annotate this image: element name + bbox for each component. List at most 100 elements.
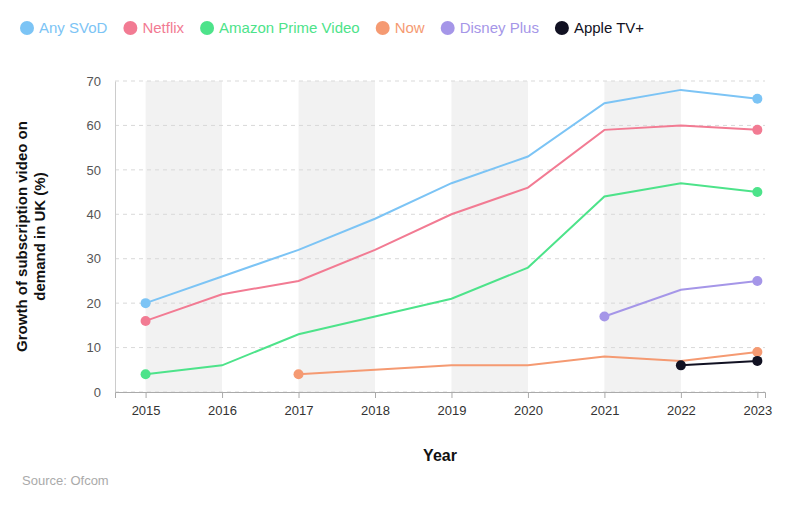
y-axis-title: Growth of subscription video ondemand in… [13, 121, 48, 352]
grid-line [115, 347, 765, 348]
endpoint-marker [752, 94, 762, 104]
endpoint-marker [141, 369, 151, 379]
x-tick-mark [451, 392, 452, 398]
series-line [604, 281, 757, 317]
x-axis-line [116, 393, 766, 399]
x-tick: 2017 [285, 392, 314, 418]
legend-swatch [123, 21, 137, 35]
legend-item: Disney Plus [441, 19, 539, 36]
x-tick-label: 2022 [667, 403, 696, 418]
legend-item: Any SVoD [20, 19, 108, 36]
y-tick: 50 [87, 163, 115, 178]
y-tick-label: 20 [87, 296, 101, 311]
grid-line [115, 214, 765, 215]
legend-swatch [376, 21, 390, 35]
grid-line [115, 81, 765, 82]
band [451, 81, 527, 392]
x-tick-label: 2020 [514, 403, 543, 418]
legend-label: Any SVoD [39, 19, 108, 36]
x-tick-label: 2016 [208, 403, 237, 418]
x-tick: 2018 [361, 392, 390, 418]
grid-line [115, 303, 765, 304]
x-tick-label: 2021 [590, 403, 619, 418]
grid [115, 81, 765, 392]
endpoint-marker [294, 369, 304, 379]
legend-swatch [555, 21, 569, 35]
y-axis: 0 10 20 30 40 50 60 70 [87, 74, 116, 400]
y-tick-label: 40 [87, 207, 101, 222]
legend-label: Disney Plus [460, 19, 539, 36]
series-line [146, 90, 758, 303]
legend: Any SVoD Netflix Amazon Prime Video Now Disn… [20, 19, 644, 36]
grid-line [115, 169, 765, 170]
bands [146, 81, 681, 392]
y-tick: 30 [87, 251, 115, 266]
legend-swatch [20, 21, 34, 35]
x-axis-title: Year [423, 447, 457, 464]
y-tick-label: 70 [87, 74, 101, 89]
x-tick: 2022 [667, 392, 696, 418]
source-note: Source: Ofcom [22, 473, 109, 488]
endpoint-marker [752, 276, 762, 286]
series-line [146, 183, 758, 374]
x-tick-label: 2023 [743, 403, 772, 418]
endpoint-marker [141, 298, 151, 308]
x-tick: 2021 [590, 392, 619, 418]
x-tick-mark [528, 392, 529, 398]
legend-swatch [200, 21, 214, 35]
x-tick: 2023 [743, 392, 772, 418]
legend-label: Apple TV+ [574, 19, 644, 36]
x-tick-mark [604, 392, 605, 398]
endpoint-marker [752, 125, 762, 135]
series-line [299, 352, 758, 374]
chart: 0102030405060702015201620172018201920202… [0, 0, 800, 509]
y-axis-line [115, 82, 116, 393]
y-tick: 20 [87, 296, 115, 311]
y-tick: 10 [87, 340, 115, 355]
x-tick-mark [299, 392, 300, 398]
y-tick-label: 30 [87, 251, 101, 266]
y-tick: 60 [87, 118, 115, 133]
x-tick: 2015 [132, 392, 161, 418]
y-tick-label: 50 [87, 163, 101, 178]
legend-swatch [441, 21, 455, 35]
x-tick-mark [222, 392, 223, 398]
x-axis: 2015 2016 2017 2018 2019 2020 2021 2022 2023 [116, 392, 773, 418]
x-tick-mark [375, 392, 376, 398]
series-line [146, 125, 758, 320]
x-tick: 2019 [438, 392, 467, 418]
endpoint-marker [752, 356, 762, 366]
endpoint-marker [752, 347, 762, 357]
x-tick-mark [757, 392, 758, 398]
legend-label: Now [395, 19, 425, 36]
x-tick: 2016 [208, 392, 237, 418]
legend-item: Netflix [123, 19, 184, 36]
x-tick-mark [681, 392, 682, 398]
legend-item: Now [376, 19, 425, 36]
y-axis-title-line: demand in UK (%) [31, 172, 48, 300]
y-tick-label: 0 [94, 385, 101, 400]
band [146, 81, 222, 392]
band [299, 81, 375, 392]
y-axis-title-line: Growth of subscription video on [13, 121, 30, 352]
y-tick: 70 [87, 74, 115, 89]
x-tick-mark [146, 392, 147, 398]
legend-label: Netflix [142, 19, 184, 36]
endpoint-marker [599, 311, 609, 321]
y-tick: 40 [87, 207, 115, 222]
grid-line [115, 258, 765, 259]
x-tick-label: 2018 [361, 403, 390, 418]
legend-label: Amazon Prime Video [219, 19, 360, 36]
y-tick-label: 60 [87, 118, 101, 133]
endpoint-marker [676, 360, 686, 370]
x-tick-label: 2019 [438, 403, 467, 418]
endpoint-marker [141, 316, 151, 326]
endpoint-marker [752, 187, 762, 197]
y-tick-label: 10 [87, 340, 101, 355]
series-line [681, 361, 757, 365]
x-tick-label: 2017 [285, 403, 314, 418]
plot [141, 90, 763, 379]
y-tick: 0 [94, 385, 115, 400]
legend-item: Apple TV+ [555, 19, 644, 36]
x-tick-label: 2015 [132, 403, 161, 418]
